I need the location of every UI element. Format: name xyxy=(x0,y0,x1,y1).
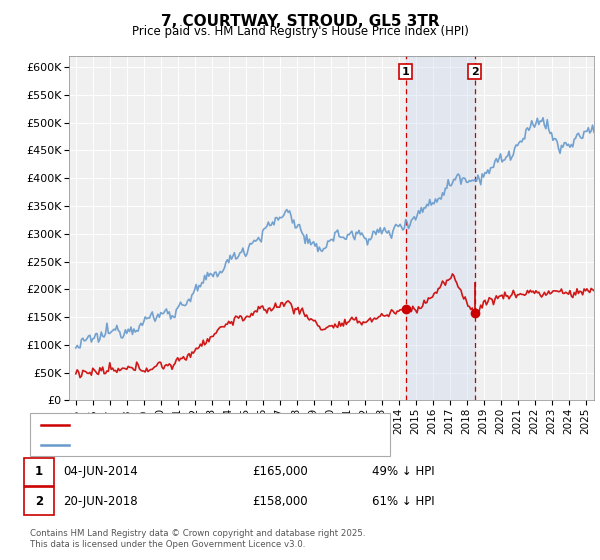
Text: HPI: Average price, detached house, Stroud: HPI: Average price, detached house, Stro… xyxy=(75,441,302,450)
Text: 1: 1 xyxy=(35,465,43,478)
Text: 49% ↓ HPI: 49% ↓ HPI xyxy=(372,465,434,478)
Text: 7, COURTWAY, STROUD, GL5 3TR: 7, COURTWAY, STROUD, GL5 3TR xyxy=(161,14,439,29)
Text: Contains HM Land Registry data © Crown copyright and database right 2025.
This d: Contains HM Land Registry data © Crown c… xyxy=(30,529,365,549)
Text: 04-JUN-2014: 04-JUN-2014 xyxy=(63,465,138,478)
Text: 1: 1 xyxy=(402,67,410,77)
Text: £158,000: £158,000 xyxy=(252,494,308,508)
Text: Price paid vs. HM Land Registry's House Price Index (HPI): Price paid vs. HM Land Registry's House … xyxy=(131,25,469,38)
Text: 61% ↓ HPI: 61% ↓ HPI xyxy=(372,494,434,508)
Text: 7, COURTWAY, STROUD, GL5 3TR (detached house): 7, COURTWAY, STROUD, GL5 3TR (detached h… xyxy=(75,420,342,430)
Text: 2: 2 xyxy=(470,67,478,77)
Bar xyxy=(406,56,475,400)
Text: 20-JUN-2018: 20-JUN-2018 xyxy=(63,494,137,508)
Text: £165,000: £165,000 xyxy=(252,465,308,478)
Text: 2: 2 xyxy=(35,494,43,508)
